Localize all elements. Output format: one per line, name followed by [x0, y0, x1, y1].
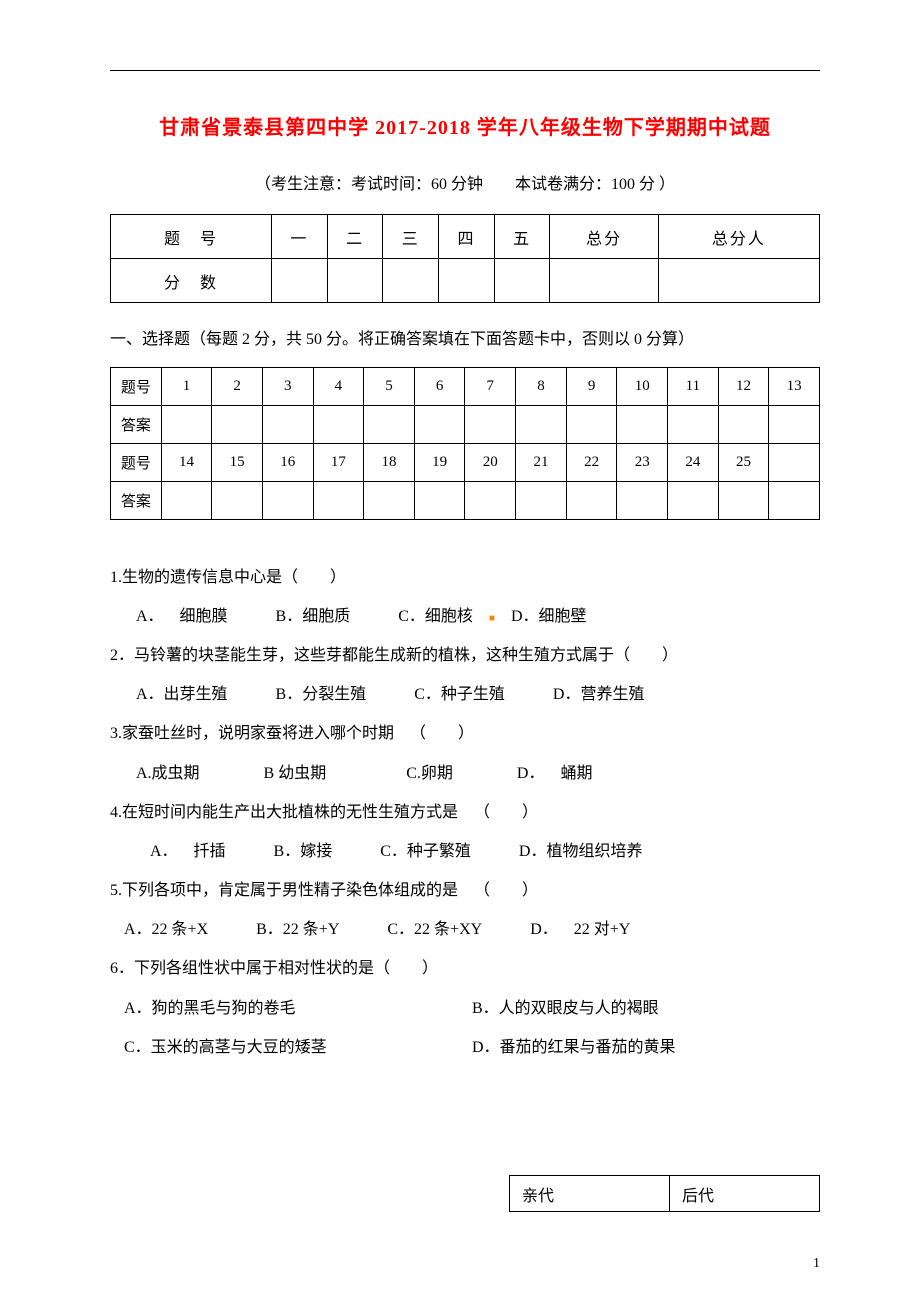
qnum-24: 24 [668, 443, 719, 481]
score-header-2: 二 [327, 215, 383, 259]
qnum-10: 10 [617, 367, 668, 405]
genetics-table: 亲代 后代 [509, 1175, 820, 1212]
question-6-options-row-2: C．玉米的高茎与大豆的矮茎 D．番茄的红果与番茄的黄果 [110, 1030, 820, 1065]
question-6: 6．下列各组性状中属于相对性状的是（ ） [110, 951, 820, 986]
qnum-9: 9 [566, 367, 617, 405]
qnum-25: 25 [718, 443, 769, 481]
qnum-4: 4 [313, 367, 364, 405]
question-5: 5.下列各项中，肯定属于男性精子染色体组成的是 （ ） [110, 873, 820, 908]
question-6-opt-a: A．狗的黑毛与狗的卷毛 [124, 991, 472, 1026]
qnum-7: 7 [465, 367, 516, 405]
genetics-left: 亲代 [510, 1176, 670, 1212]
page-number: 1 [813, 1256, 820, 1272]
qnum-3: 3 [262, 367, 313, 405]
qnum-5: 5 [364, 367, 415, 405]
answer-row-1-numbers: 题号 1 2 3 4 5 6 7 8 9 10 11 12 13 [111, 367, 820, 405]
question-2: 2．马铃薯的块茎能生芽，这些芽都能生成新的植株，这种生殖方式属于（ ） [110, 638, 820, 673]
score-cell-6 [550, 259, 658, 303]
qnum-6: 6 [414, 367, 465, 405]
score-table-value-row: 分 数 [111, 259, 820, 303]
question-6-opt-d: D．番茄的红果与番茄的黄果 [472, 1030, 820, 1065]
qnum-22: 22 [566, 443, 617, 481]
score-cell-2 [327, 259, 383, 303]
genetics-table-row: 亲代 后代 [510, 1176, 820, 1212]
qnum-23: 23 [617, 443, 668, 481]
genetics-right: 后代 [670, 1176, 820, 1212]
page-top-divider [110, 70, 820, 71]
answer-label-2: 答案 [111, 405, 162, 443]
qnum-17: 17 [313, 443, 364, 481]
score-table: 题 号 一 二 三 四 五 总分 总分人 分 数 [110, 214, 820, 303]
score-table-header-row: 题 号 一 二 三 四 五 总分 总分人 [111, 215, 820, 259]
score-cell-7 [658, 259, 819, 303]
score-cell-1 [272, 259, 328, 303]
section-one-heading: 一、选择题（每题 2 分，共 50 分。将正确答案填在下面答题卡中，否则以 0 … [110, 327, 820, 353]
question-3-options: A.成虫期 B 幼虫期 C.卵期 D． 蛹期 [110, 756, 820, 791]
score-cell-4 [439, 259, 495, 303]
score-row-label: 分 数 [111, 259, 272, 303]
question-1-options: A． 细胞膜 B．细胞质 C．细胞核 ■ D．细胞壁 [110, 599, 820, 634]
exam-info: （考生注意：考试时间：60 分钟 本试卷满分：100 分 ） [110, 170, 820, 194]
question-4: 4.在短时间内能生产出大批植株的无性生殖方式是 （ ） [110, 795, 820, 830]
score-cell-3 [383, 259, 439, 303]
qnum-11: 11 [668, 367, 719, 405]
question-1: 1.生物的遗传信息中心是（ ） [110, 560, 820, 595]
question-6-options-row-1: A．狗的黑毛与狗的卷毛 B．人的双眼皮与人的褐眼 [110, 991, 820, 1026]
qnum-16: 16 [262, 443, 313, 481]
question-6-opt-b: B．人的双眼皮与人的褐眼 [472, 991, 820, 1026]
answer-row-2-numbers: 题号 14 15 16 17 18 19 20 21 22 23 24 25 [111, 443, 820, 481]
qnum-13: 13 [769, 367, 820, 405]
question-4-options: A． 扦插 B．嫁接 C．种子繁殖 D．植物组织培养 [110, 834, 820, 869]
question-5-options: A．22 条+X B．22 条+Y C．22 条+XY D． 22 对+Y [110, 912, 820, 947]
question-3: 3.家蚕吐丝时，说明家蚕将进入哪个时期 （ ） [110, 716, 820, 751]
qnum-12: 12 [718, 367, 769, 405]
qnum-14: 14 [161, 443, 212, 481]
score-header-3: 三 [383, 215, 439, 259]
qnum-21: 21 [516, 443, 567, 481]
answer-label-3: 题号 [111, 443, 162, 481]
answer-sheet-table: 题号 1 2 3 4 5 6 7 8 9 10 11 12 13 答案 题号 1… [110, 367, 820, 520]
answer-label-1: 题号 [111, 367, 162, 405]
answer-label-4: 答案 [111, 481, 162, 519]
score-cell-5 [494, 259, 550, 303]
qnum-8: 8 [516, 367, 567, 405]
exam-title: 甘肃省景泰县第四中学 2017-2018 学年八年级生物下学期期中试题 [110, 111, 820, 140]
qnum-19: 19 [414, 443, 465, 481]
answer-row-1-answers: 答案 [111, 405, 820, 443]
score-header-7: 总分人 [658, 215, 819, 259]
score-header-1: 一 [272, 215, 328, 259]
qnum-18: 18 [364, 443, 415, 481]
qnum-blank [769, 443, 820, 481]
qnum-2: 2 [212, 367, 263, 405]
question-6-opt-c: C．玉米的高茎与大豆的矮茎 [124, 1030, 472, 1065]
question-2-options: A．出芽生殖 B．分裂生殖 C．种子生殖 D．营养生殖 [110, 677, 820, 712]
score-header-5: 五 [494, 215, 550, 259]
qnum-20: 20 [465, 443, 516, 481]
score-header-6: 总分 [550, 215, 658, 259]
qnum-1: 1 [161, 367, 212, 405]
answer-row-2-answers: 答案 [111, 481, 820, 519]
score-header-0: 题 号 [111, 215, 272, 259]
qnum-15: 15 [212, 443, 263, 481]
score-header-4: 四 [439, 215, 495, 259]
